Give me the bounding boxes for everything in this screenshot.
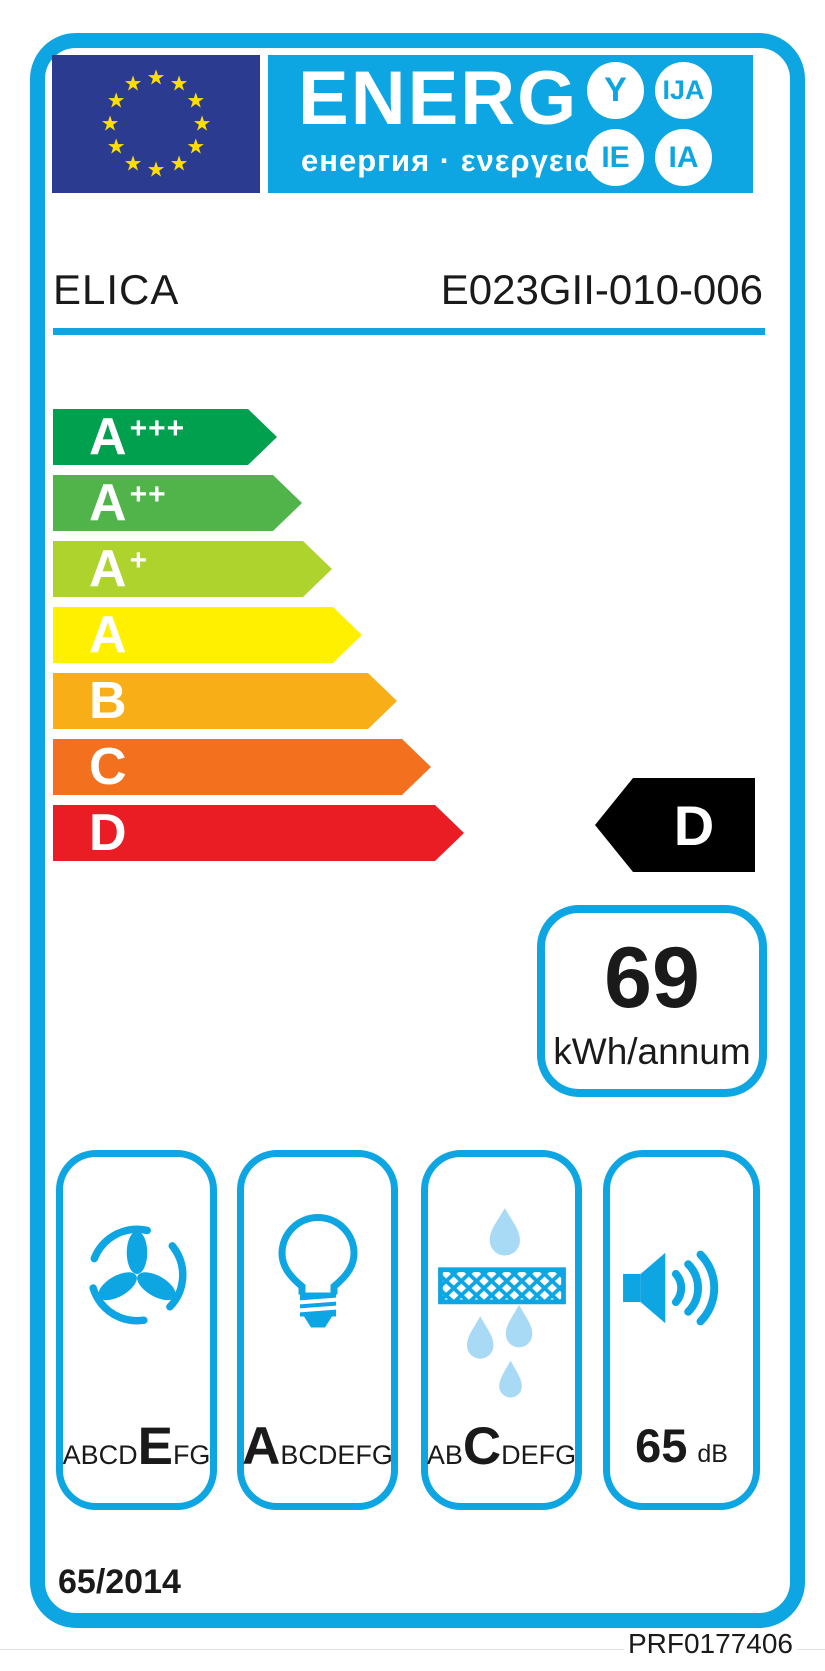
arrow-tip: [333, 607, 362, 663]
filter-drops-icon: [428, 1195, 575, 1405]
fan-icon: [63, 1219, 210, 1331]
energy-consumption-unit: kWh/annum: [553, 1031, 751, 1072]
rating-arrow-a-plus: A +: [53, 540, 332, 598]
label-emph: C: [462, 1417, 502, 1476]
arrow-tip: [248, 409, 277, 465]
speaker-icon: [610, 1235, 753, 1341]
arrow-tip: [435, 805, 464, 861]
arrow-suffix: ++: [129, 478, 167, 511]
energ-subtitle: енергия · ενεργεια: [301, 143, 595, 178]
regulation-number: 65/2014: [58, 1563, 181, 1601]
arrow-grade: B: [89, 672, 127, 730]
eu-star-icon: ★: [186, 135, 206, 159]
metric-box-grease-filtering: AB C DEFG: [421, 1150, 582, 1510]
metric-box-fluid-dynamic: ABCD E FG: [56, 1150, 217, 1510]
energ-badge-ia: IA: [655, 129, 712, 186]
arrow-grade: A: [89, 540, 127, 598]
eu-star-icon: ★: [146, 158, 166, 182]
arrow-grade: C: [89, 738, 127, 796]
grease-filtering-class-label: AB C DEFG: [426, 1417, 577, 1476]
energy-consumption-box: 69 kWh/annum: [537, 905, 767, 1097]
metric-box-lighting: A BCDEFG: [237, 1150, 398, 1510]
eu-star-icon: ★: [123, 152, 143, 176]
arrow-tip: [303, 541, 332, 597]
energ-word: ENERG: [298, 56, 579, 141]
divider-rule: [53, 328, 765, 335]
energy-label: ★ ★ ★ ★ ★ ★ ★ ★ ★ ★ ★ ★ ENERG енергия · ενεργεια Y …: [30, 33, 805, 1628]
label-pre: ABCD: [62, 1440, 138, 1470]
model-number: E023GII-010-006: [440, 266, 763, 313]
arrow-grade: A: [89, 474, 127, 532]
reference-code: PRF0177406: [623, 1628, 797, 1660]
label-post: FG: [172, 1440, 211, 1470]
cursor-tip-icon: [595, 778, 633, 872]
eu-star-icon: ★: [169, 72, 189, 96]
arrow-grade: D: [89, 804, 127, 862]
energ-logo: ENERG енергия · ενεργεια Y IJA IE IA: [268, 55, 753, 193]
eu-star-icon: ★: [100, 112, 120, 136]
eu-flag: ★ ★ ★ ★ ★ ★ ★ ★ ★ ★ ★ ★: [52, 55, 260, 193]
arrow-suffix: +: [129, 544, 149, 577]
brand-row: ELICA E023GII-010-006: [53, 266, 763, 314]
eu-star-icon: ★: [192, 112, 212, 136]
fluid-dynamic-class-label: ABCD E FG: [62, 1417, 211, 1476]
arrow-tip: [402, 739, 431, 795]
label-emph: E: [137, 1417, 173, 1476]
rating-arrow-a-plus2: A ++: [53, 474, 302, 532]
label-pre: AB: [426, 1440, 463, 1470]
bulb-icon: [244, 1212, 391, 1367]
eu-star-icon: ★: [123, 72, 143, 96]
eu-star-icon: ★: [186, 89, 206, 113]
energ-badge-ie: IE: [587, 129, 644, 186]
eu-star-icon: ★: [106, 89, 126, 113]
eu-star-icon: ★: [169, 152, 189, 176]
selected-class-cursor: D: [595, 778, 755, 872]
arrow-grade: A: [89, 606, 127, 664]
rating-arrow-a: A: [53, 606, 362, 664]
metric-box-noise: 65 dB: [603, 1150, 760, 1510]
energ-badge-ija: IJA: [655, 62, 712, 119]
eu-star-icon: ★: [106, 135, 126, 159]
noise-value: 65: [635, 1419, 688, 1472]
arrow-suffix: +++: [129, 412, 186, 445]
eu-star-icon: ★: [146, 66, 166, 90]
brand-name: ELICA: [53, 266, 180, 313]
label-emph: A: [242, 1417, 281, 1476]
lighting-class-label: A BCDEFG: [242, 1417, 393, 1476]
rating-arrow-a-plus3: A +++: [53, 408, 277, 466]
rating-arrow-c: C: [53, 738, 431, 796]
page-bottom-rule: [0, 1649, 825, 1650]
arrow-grade: A: [89, 408, 127, 466]
noise-unit: dB: [697, 1440, 728, 1468]
rating-arrow-b: B: [53, 672, 397, 730]
arrow-tip: [368, 673, 397, 729]
rating-arrow-d: D: [53, 804, 464, 862]
label-post: DEFG: [501, 1440, 577, 1470]
noise-value-label: 65 dB: [610, 1418, 753, 1473]
energy-consumption-value: 69: [604, 930, 700, 1026]
label-post: BCDEFG: [280, 1440, 393, 1470]
energ-badge-y: Y: [587, 62, 644, 119]
selected-class-letter: D: [673, 793, 715, 857]
arrow-tip: [273, 475, 302, 531]
